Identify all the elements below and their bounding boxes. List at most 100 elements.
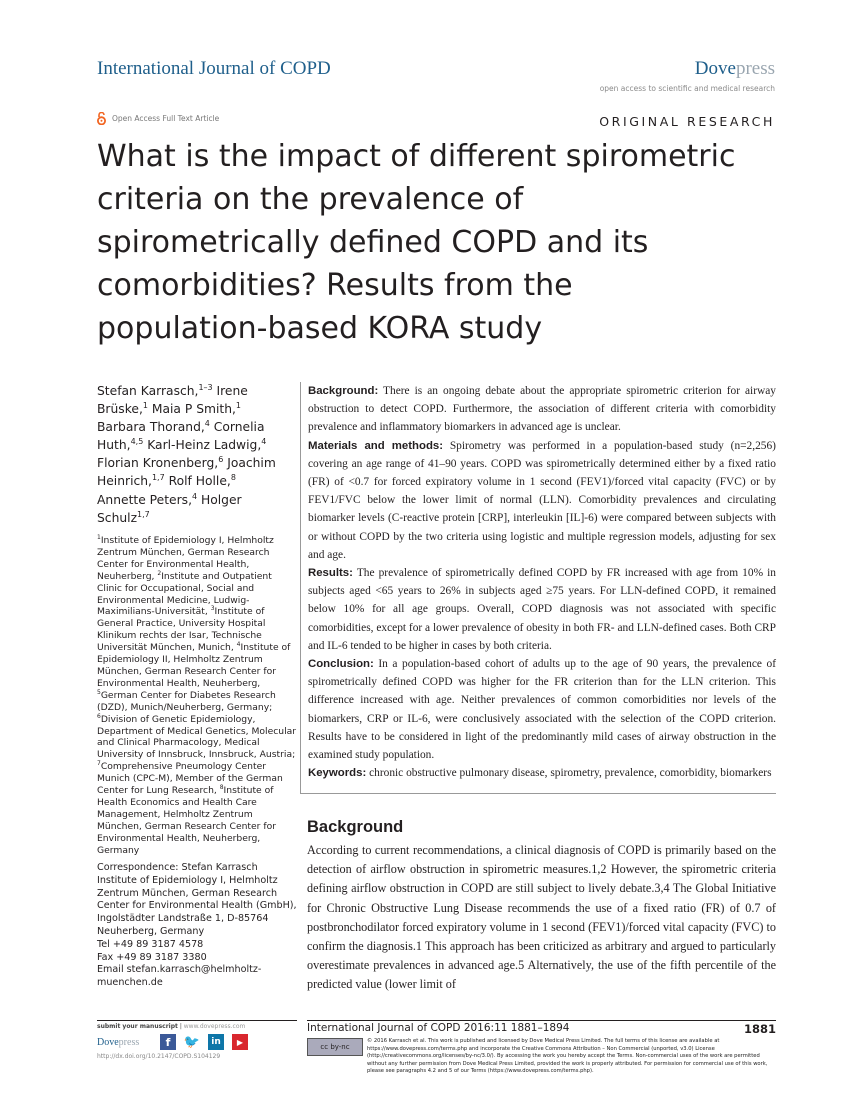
correspondence-tel: Tel +49 89 3187 4578 xyxy=(97,938,204,950)
abstract-label: Results: xyxy=(308,567,353,580)
left-footer: submit your manuscript | www.dovepress.c… xyxy=(97,1020,297,1060)
twitter-icon[interactable]: 🐦 xyxy=(183,1034,201,1050)
correspondence-address: Institute of Epidemiology I, Helmholtz Z… xyxy=(97,874,297,937)
author-affiliation-number: 4 xyxy=(191,491,198,501)
author-name: Irene Brüske, xyxy=(97,384,248,417)
author-name: Barbara Thorand, xyxy=(97,420,205,435)
page-number: 1881 xyxy=(743,1022,776,1036)
footer-dove-suffix: press xyxy=(118,1036,140,1048)
author: Annette Peters,4 xyxy=(97,491,198,507)
author-affiliation-number: 1 xyxy=(142,401,148,410)
author-affiliation-number: 1 xyxy=(235,401,242,410)
author: Cornelia Huth,4,5 xyxy=(97,420,264,452)
abstract-label: Background: xyxy=(308,385,379,397)
affiliation-text: Division of Genetic Epidemiology, Depart… xyxy=(97,713,297,761)
abstract-label: Conclusion: xyxy=(308,658,374,671)
publisher-tagline: open access to scientific and medical re… xyxy=(599,84,775,93)
author: Maia P Smith,1 xyxy=(147,401,242,417)
affiliation-text: Institute and Outpatient Clinic for Occu… xyxy=(97,570,272,618)
author-affiliation-number: 1,7 xyxy=(151,473,165,483)
affiliation-text: Institute of General Practice, Universit… xyxy=(97,606,266,654)
correspondence-fax: Fax +49 89 3187 3380 xyxy=(97,951,207,963)
affiliation-text: Institute of Epidemiology I, Helmholtz Z… xyxy=(97,535,274,582)
author-affiliation-number: 4 xyxy=(204,419,210,429)
abstract-text: In a population-based cohort of adults u… xyxy=(308,658,776,762)
license-text: © 2016 Karrasch et al. This work is publ… xyxy=(367,1038,768,1074)
author-name: Rolf Holle, xyxy=(164,474,231,489)
creative-commons-badge[interactable]: cc by-nc xyxy=(307,1038,363,1056)
abstract-paragraph: Materials and methods: Spirometry was pe… xyxy=(308,437,776,564)
author: Stefan Karrasch,1–3 xyxy=(97,382,213,398)
linkedin-icon[interactable]: in xyxy=(208,1034,224,1050)
affiliation-number: 2 xyxy=(157,569,162,577)
body-text: According to current recommendations, a … xyxy=(307,841,776,995)
abstract-label: Materials and methods: xyxy=(308,439,444,452)
affiliation-text: Institute of Epidemiology II, Helmholtz … xyxy=(97,642,291,689)
open-access-text: Open Access Full Text Article xyxy=(112,114,220,123)
author-affiliation-number: 4 xyxy=(261,437,267,447)
submit-link[interactable]: www.dovepress.com xyxy=(183,1023,246,1030)
abstract-text: chronic obstructive pulmonary disease, s… xyxy=(366,767,772,780)
youtube-icon[interactable]: ▶ xyxy=(232,1034,248,1050)
abstract-paragraph: Conclusion: In a population-based cohort… xyxy=(308,655,776,764)
affiliation-number: 7 xyxy=(97,760,101,768)
abstract-paragraph: Background: There is an ongoing debate a… xyxy=(308,382,776,437)
author: Holger Schulz1,7 xyxy=(97,493,242,525)
affiliation-number: 6 xyxy=(97,712,101,720)
footer-dove-logo: Dovepress xyxy=(97,1037,152,1048)
body-paragraph: According to current recommendations, a … xyxy=(307,843,776,992)
abstract-label: Keywords: xyxy=(308,767,367,780)
affiliation-number: 3 xyxy=(210,605,215,613)
affiliations: 1Institute of Epidemiology I, Helmholtz … xyxy=(97,533,297,856)
author-name: Karl-Heinz Ladwig, xyxy=(143,438,262,453)
affiliation-text: Institute of Health Economics and Health… xyxy=(97,785,277,856)
author: Barbara Thorand,4 xyxy=(97,419,210,435)
author-name: Annette Peters, xyxy=(97,492,192,507)
affiliation-number: 5 xyxy=(97,688,101,696)
author-affiliation-number: 6 xyxy=(218,455,224,465)
publisher-suffix: press xyxy=(735,58,775,79)
abstract-paragraph: Keywords: chronic obstructive pulmonary … xyxy=(308,764,776,782)
author: Florian Kronenberg,6 xyxy=(97,455,224,471)
footer-dove-main: Dove xyxy=(97,1036,119,1048)
article-title: What is the impact of different spiromet… xyxy=(97,139,736,346)
author-name: Joachim Heinrich, xyxy=(97,456,276,489)
author-name: Maia P Smith, xyxy=(147,402,236,417)
abstract: Background: There is an ongoing debate a… xyxy=(300,382,776,794)
author-affiliation-number: 8 xyxy=(230,473,236,483)
open-access-lock-icon xyxy=(97,112,106,125)
publisher-main: Dove xyxy=(694,58,736,79)
facebook-icon[interactable]: f xyxy=(160,1034,176,1050)
author: Rolf Holle,8 xyxy=(164,473,236,489)
author-name: Holger Schulz xyxy=(97,492,242,525)
affiliation-number: 8 xyxy=(219,783,224,791)
correspondence-email[interactable]: Email stefan.karrasch@helmholtz-muenchen… xyxy=(97,964,262,989)
author-name: Stefan Karrasch, xyxy=(97,384,199,398)
affiliation-number: 1 xyxy=(97,533,101,541)
doi-link[interactable]: http://dx.doi.org/10.2147/COPD.S104129 xyxy=(97,1053,221,1060)
author: Karl-Heinz Ladwig,4 xyxy=(143,437,267,453)
author-list: Stefan Karrasch,1–3 Irene Brüske,1 Maia … xyxy=(97,382,282,527)
author-affiliation-number: 1–3 xyxy=(198,382,213,392)
correspondence: Correspondence: Stefan Karrasch Institut… xyxy=(97,862,297,990)
author-name: Cornelia Huth, xyxy=(97,420,265,453)
affiliation-text: Comprehensive Pneumology Center Munich (… xyxy=(97,761,283,797)
author-name: Florian Kronenberg, xyxy=(97,456,219,471)
abstract-paragraph: Results: The prevalence of spirometrical… xyxy=(308,564,776,655)
publisher-logo: Dovepress xyxy=(695,58,775,80)
author-affiliation-number: 4,5 xyxy=(130,437,144,447)
author: Joachim Heinrich,1,7 xyxy=(97,456,276,488)
right-footer: International Journal of COPD 2016:11 18… xyxy=(307,1020,776,1076)
correspondence-name: Correspondence: Stefan Karrasch xyxy=(97,862,258,873)
author-affiliation-number: 1,7 xyxy=(137,509,150,519)
abstract-text: Spirometry was performed in a population… xyxy=(308,439,776,561)
journal-name: International Journal of COPD xyxy=(97,58,331,79)
open-access-label: Open Access Full Text Article xyxy=(97,112,219,125)
affiliation-number: 4 xyxy=(236,641,241,649)
abstract-text: The prevalence of spirometrically define… xyxy=(308,567,776,652)
article-type: ORIGINAL RESEARCH xyxy=(599,114,775,129)
affiliation-text: German Center for Diabetes Research (DZD… xyxy=(97,689,276,713)
submit-label: submit your manuscript xyxy=(97,1023,178,1030)
author: Irene Brüske,1 xyxy=(97,384,248,416)
abstract-text: There is an ongoing debate about the app… xyxy=(308,385,776,434)
